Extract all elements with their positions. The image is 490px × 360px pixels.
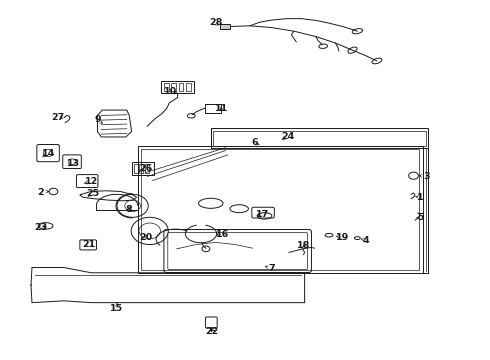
Text: 4: 4 (363, 237, 369, 246)
Bar (205, 104, 220, 113)
Text: 19: 19 (336, 233, 349, 242)
Text: 23: 23 (34, 223, 48, 232)
Bar (146, 164, 149, 173)
Text: 12: 12 (84, 176, 98, 185)
Text: 3: 3 (423, 172, 430, 181)
Bar (138, 146, 423, 273)
Text: 27: 27 (52, 113, 65, 122)
Bar (140, 164, 144, 173)
Text: 16: 16 (217, 230, 230, 239)
Text: 1: 1 (416, 193, 423, 202)
Text: 14: 14 (42, 149, 55, 158)
Text: 22: 22 (205, 327, 219, 336)
Text: 18: 18 (297, 241, 310, 250)
Text: 26: 26 (140, 164, 153, 173)
Text: 15: 15 (110, 304, 123, 313)
Text: 7: 7 (269, 265, 275, 274)
Bar (186, 83, 191, 91)
Text: 20: 20 (140, 233, 153, 242)
Text: 6: 6 (251, 138, 258, 147)
Text: 17: 17 (255, 210, 269, 219)
Text: 2: 2 (37, 188, 44, 197)
Text: 5: 5 (417, 213, 424, 222)
Text: 13: 13 (67, 159, 79, 168)
Bar (171, 83, 176, 91)
Bar (134, 164, 138, 173)
Text: 10: 10 (164, 86, 177, 95)
Bar (211, 128, 428, 148)
Bar (161, 81, 194, 93)
Bar (178, 83, 183, 91)
Text: 9: 9 (94, 115, 101, 124)
Bar (142, 149, 419, 270)
Text: 21: 21 (82, 240, 95, 249)
Bar (220, 24, 230, 30)
Text: 8: 8 (125, 205, 132, 214)
Bar (132, 162, 154, 175)
Bar (213, 131, 426, 146)
Text: 25: 25 (86, 189, 99, 198)
Text: 11: 11 (216, 104, 229, 113)
Text: 28: 28 (209, 18, 222, 27)
Bar (164, 83, 169, 91)
Text: 24: 24 (281, 132, 294, 141)
